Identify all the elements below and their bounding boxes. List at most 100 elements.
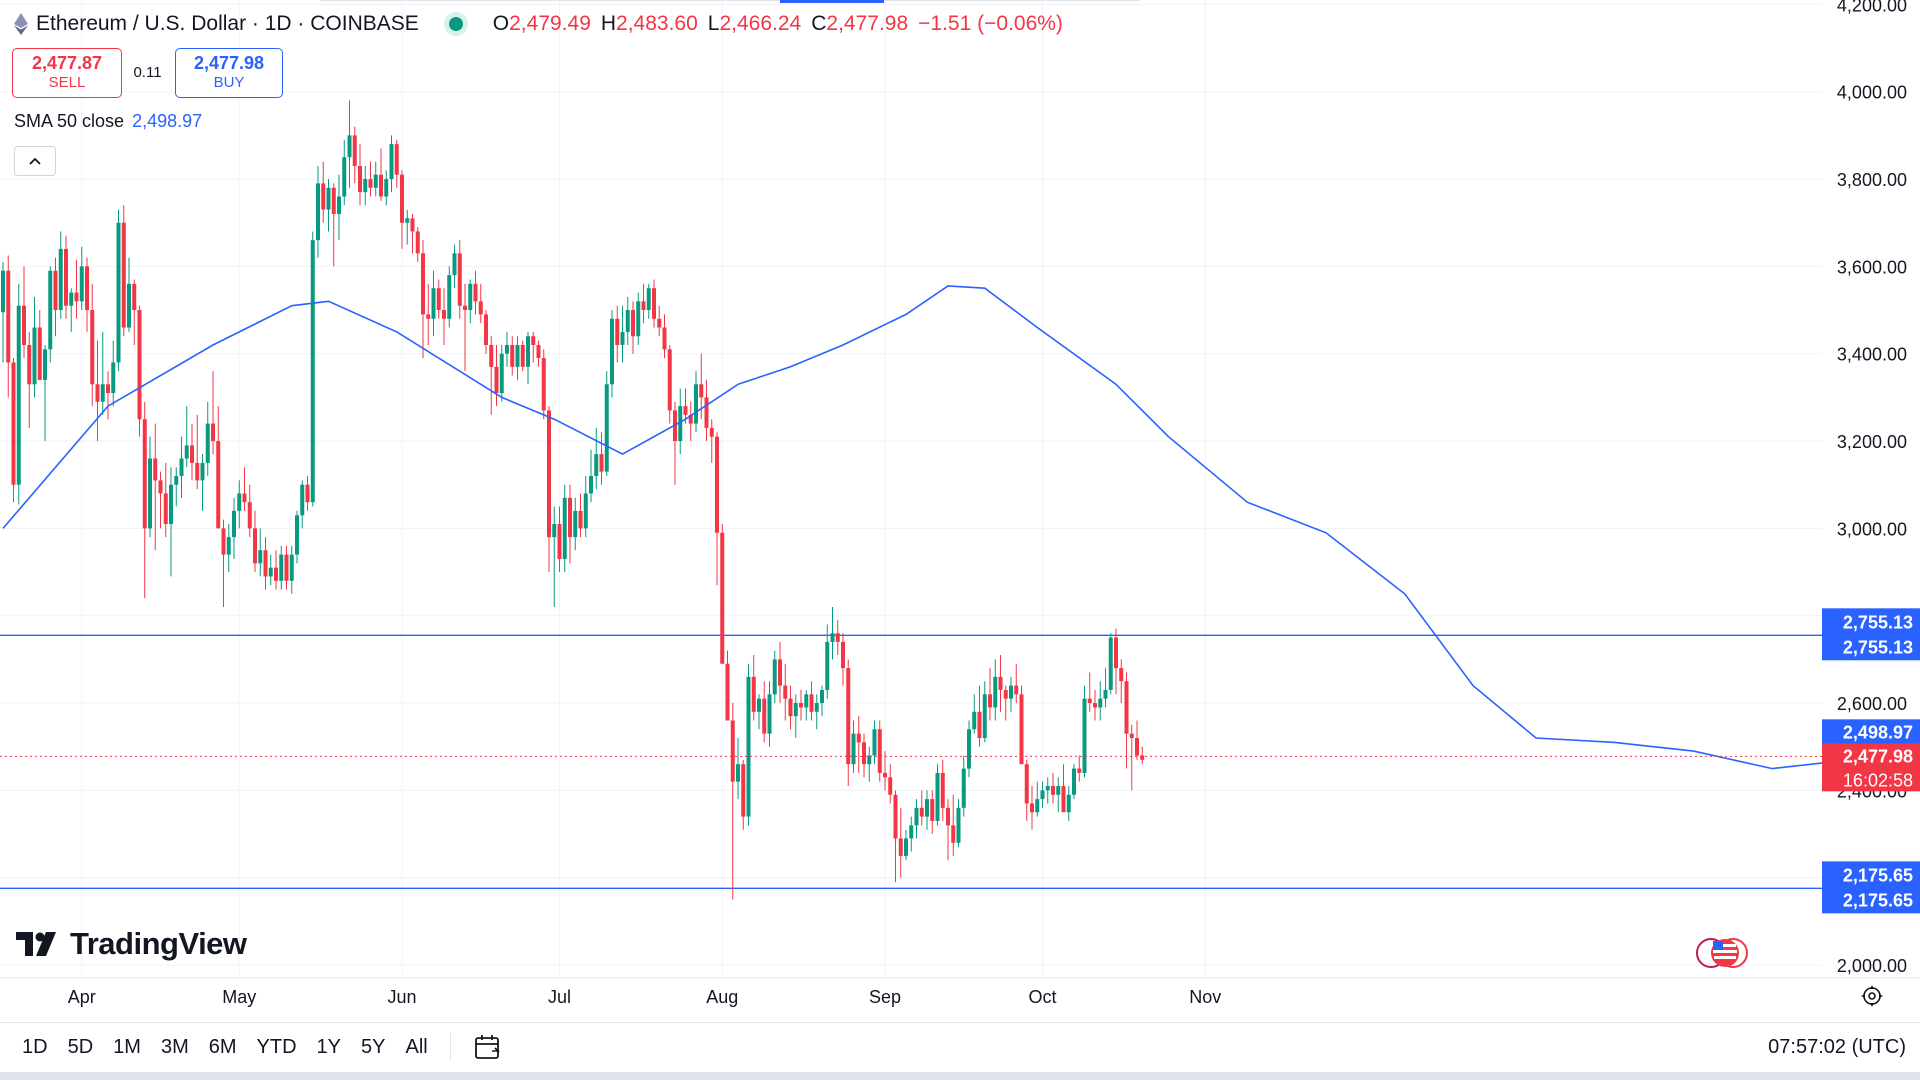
- buy-button[interactable]: 2,477.98 BUY: [175, 48, 283, 98]
- candle-body: [909, 825, 914, 839]
- candle-body: [793, 703, 798, 717]
- calendar-icon[interactable]: [473, 1033, 503, 1061]
- candle-body: [116, 222, 121, 363]
- candle: [226, 524, 231, 573]
- range-ytd[interactable]: YTD: [256, 1035, 297, 1058]
- candle-body: [53, 270, 58, 311]
- candle-body: [195, 462, 200, 481]
- candle: [279, 545, 284, 590]
- candle: [22, 266, 26, 359]
- candle: [683, 388, 688, 424]
- candle-body: [1072, 768, 1076, 795]
- candle: [1140, 746, 1145, 765]
- candle: [32, 296, 37, 398]
- candle: [536, 340, 541, 367]
- gear-icon[interactable]: [1860, 984, 1884, 1008]
- candle: [1108, 633, 1113, 695]
- buy-label: BUY: [213, 74, 245, 91]
- tradingview-logo[interactable]: TradingView: [16, 926, 247, 962]
- candle: [604, 371, 609, 476]
- candle: [358, 144, 362, 206]
- candle-body: [405, 218, 410, 223]
- range-3m[interactable]: 3M: [160, 1035, 189, 1058]
- candle: [1066, 786, 1071, 821]
- candle-body: [163, 493, 168, 525]
- candle: [148, 436, 152, 538]
- candle-body: [289, 554, 294, 581]
- candle-body: [305, 484, 310, 503]
- range-5d[interactable]: 5D: [67, 1035, 94, 1058]
- candle-body: [452, 253, 457, 276]
- candle: [625, 296, 630, 345]
- candle: [977, 685, 982, 747]
- candle: [930, 790, 935, 835]
- range-1y[interactable]: 1Y: [316, 1035, 342, 1058]
- candle: [578, 493, 583, 538]
- time-tick-label: Oct: [1028, 987, 1056, 1007]
- sma-legend[interactable]: SMA 50 close 2,498.97: [14, 111, 202, 132]
- candle-body: [862, 742, 866, 765]
- sell-button[interactable]: 2,477.87 SELL: [12, 48, 122, 98]
- utc-clock[interactable]: 07:57:02 (UTC): [1768, 1035, 1906, 1058]
- time-tick-label: Apr: [68, 987, 96, 1007]
- candle-body: [809, 694, 814, 712]
- candle: [1024, 759, 1029, 821]
- candle-body: [384, 179, 389, 197]
- candle: [384, 170, 389, 206]
- candle: [452, 244, 457, 289]
- candle: [69, 288, 74, 332]
- candle-body: [830, 633, 835, 642]
- candle-body: [442, 310, 446, 319]
- range-1d[interactable]: 1D: [22, 1035, 48, 1058]
- candle: [652, 279, 656, 328]
- candle: [247, 484, 252, 538]
- candle-body: [883, 772, 887, 778]
- candle: [778, 641, 782, 704]
- candle: [305, 475, 310, 511]
- candle: [877, 720, 882, 782]
- candle: [993, 659, 998, 721]
- range-6m[interactable]: 6M: [208, 1035, 237, 1058]
- range-1m[interactable]: 1M: [113, 1035, 141, 1058]
- candle: [1056, 777, 1061, 813]
- candle-body: [27, 344, 32, 385]
- candle: [184, 406, 189, 468]
- candle: [263, 537, 268, 590]
- range-5y[interactable]: 5Y: [361, 1035, 386, 1058]
- candle: [368, 161, 373, 197]
- candle-body: [1135, 737, 1139, 756]
- candle: [956, 799, 961, 848]
- candle-body: [956, 807, 961, 843]
- candle: [352, 126, 357, 184]
- flag-icon[interactable]: [1692, 936, 1764, 970]
- candle-body: [415, 231, 420, 254]
- candle-body: [683, 406, 688, 415]
- candle: [237, 480, 242, 529]
- ohlc-close-value: 2,477.98: [826, 12, 909, 35]
- time-tick-label: May: [222, 987, 256, 1007]
- candle-body: [856, 733, 861, 743]
- collapse-legend-button[interactable]: [14, 146, 56, 176]
- candle-body: [662, 327, 667, 350]
- candle-body: [121, 222, 126, 328]
- candle-body: [1066, 794, 1071, 813]
- candle: [557, 506, 562, 573]
- price-chart[interactable]: 2,000.002,200.002,400.002,600.002,800.00…: [0, 0, 1920, 1020]
- candle: [835, 620, 840, 656]
- candle-body: [347, 135, 352, 158]
- candle-body: [337, 196, 341, 214]
- candle-body: [778, 659, 782, 686]
- candle: [221, 519, 226, 607]
- candle: [762, 681, 767, 743]
- candle: [106, 371, 110, 420]
- candle-body: [221, 528, 226, 555]
- candle: [662, 314, 667, 359]
- candle: [951, 794, 956, 856]
- range-all[interactable]: All: [405, 1035, 428, 1058]
- candle: [1124, 672, 1129, 769]
- candle: [268, 554, 273, 586]
- last-price-label-text: 16:02:58: [1843, 770, 1913, 790]
- candle-body: [368, 179, 373, 188]
- symbol-title[interactable]: Ethereum / U.S. Dollar · 1D · COINBASE: [36, 12, 419, 35]
- hline-label-text: 2,755.13: [1843, 637, 1913, 657]
